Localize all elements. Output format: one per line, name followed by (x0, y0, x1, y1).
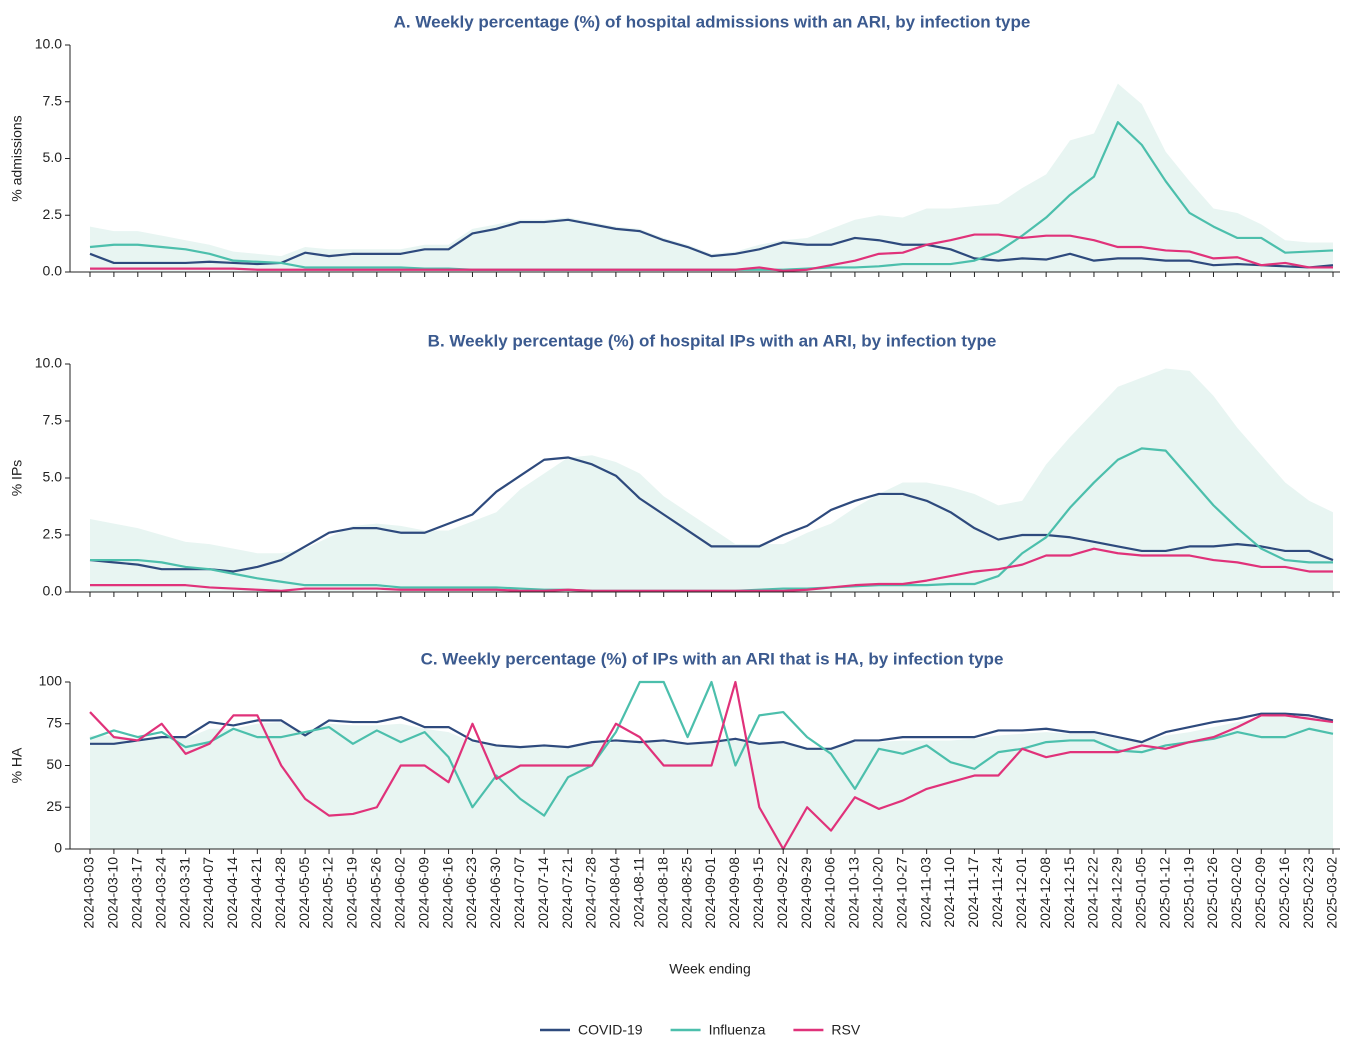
x-tick-label: 2024-08-25 (678, 857, 694, 929)
x-tick-label: 2024-10-20 (870, 857, 886, 929)
x-tick-label: 2024-11-24 (989, 857, 1005, 928)
y-tick-label: 10.0 (35, 36, 62, 52)
x-tick-label: 2024-05-12 (320, 857, 336, 929)
panel-title: C. Weekly percentage (%) of IPs with an … (421, 649, 1004, 668)
x-tick-label: 2024-07-28 (583, 857, 599, 929)
x-tick-label: 2024-11-17 (965, 857, 981, 928)
y-tick-label: 0.0 (43, 263, 63, 279)
panel-title: A. Weekly percentage (%) of hospital adm… (394, 12, 1031, 31)
y-tick-label: 5.0 (43, 469, 63, 485)
x-tick-label: 2024-10-13 (846, 857, 862, 929)
y-tick-label: 2.5 (43, 206, 63, 222)
x-tick-label: 2024-09-08 (726, 857, 742, 929)
series-line (89, 218, 1334, 269)
x-tick-label: 2025-01-05 (1132, 857, 1148, 929)
series-line (90, 547, 1333, 592)
x-tick-label: 2024-03-24 (152, 857, 168, 929)
area (90, 83, 1333, 272)
series-line (89, 456, 1334, 573)
y-tick-label: 0.0 (43, 583, 63, 599)
x-tick-label: 2024-11-10 (941, 857, 957, 928)
y-axis-title: % HA (9, 747, 25, 783)
x-tick-label: 2024-03-17 (129, 857, 145, 929)
x-tick-label: 2024-04-14 (224, 857, 240, 929)
x-tick-label: 2024-04-21 (248, 857, 264, 929)
legend-label: Influenza (709, 1022, 766, 1038)
x-tick-label: 2024-09-15 (750, 857, 766, 929)
x-tick-label: 2025-01-19 (1180, 857, 1196, 929)
y-tick-label: 75 (46, 714, 62, 730)
y-axis-title: % admissions (9, 115, 25, 201)
x-tick-label: 2024-03-10 (105, 857, 121, 929)
x-axis-title: Week ending (669, 961, 750, 977)
x-tick-label: 2024-09-22 (774, 857, 790, 929)
x-tick-label: 2024-04-07 (200, 857, 216, 929)
x-tick-label: 2024-05-26 (368, 857, 384, 929)
x-tick-label: 2024-06-23 (463, 857, 479, 929)
x-tick-label: 2024-04-28 (272, 857, 288, 929)
y-tick-label: 0 (54, 840, 62, 856)
y-tick-label: 50 (46, 756, 62, 772)
x-tick-label: 2024-08-04 (607, 857, 623, 929)
legend-label: RSV (831, 1022, 860, 1038)
y-tick-label: 100 (39, 673, 63, 689)
x-tick-label: 2024-07-21 (559, 857, 575, 929)
x-tick-label: 2024-12-01 (1013, 857, 1029, 929)
x-tick-label: 2024-05-19 (344, 857, 360, 929)
x-tick-label: 2024-10-27 (893, 857, 909, 929)
area (90, 715, 1333, 849)
x-tick-label: 2024-03-31 (176, 857, 192, 929)
x-tick-label: 2024-12-22 (1085, 857, 1101, 929)
y-tick-label: 2.5 (43, 526, 63, 542)
x-tick-label: 2025-02-16 (1276, 857, 1292, 929)
x-tick-label: 2025-01-26 (1204, 857, 1220, 929)
x-tick-label: 2024-09-01 (702, 857, 718, 929)
x-tick-label: 2024-07-07 (511, 857, 527, 929)
x-tick-label: 2024-11-03 (917, 857, 933, 928)
y-tick-label: 7.5 (43, 92, 63, 108)
panel-title: B. Weekly percentage (%) of hospital IPs… (428, 331, 997, 350)
y-tick-label: 5.0 (43, 149, 63, 165)
x-tick-label: 2025-03-02 (1324, 857, 1340, 929)
x-tick-label: 2024-06-09 (415, 857, 431, 929)
x-tick-label: 2024-10-06 (822, 857, 838, 929)
area (90, 368, 1333, 592)
y-tick-label: 25 (46, 798, 62, 814)
x-tick-label: 2025-02-09 (1252, 857, 1268, 929)
x-tick-label: 2024-08-18 (654, 857, 670, 929)
x-tick-label: 2024-03-03 (81, 857, 97, 929)
x-tick-label: 2025-01-12 (1156, 857, 1172, 929)
series-line (90, 233, 1333, 272)
x-tick-label: 2024-12-08 (1037, 857, 1053, 929)
y-axis-title: % IPs (9, 460, 25, 497)
series-line (89, 680, 1334, 851)
x-tick-label: 2024-08-11 (630, 857, 646, 928)
x-tick-label: 2024-07-14 (535, 857, 551, 929)
x-tick-label: 2024-05-05 (296, 857, 312, 929)
x-tick-label: 2025-02-02 (1228, 857, 1244, 929)
y-tick-label: 7.5 (43, 412, 63, 428)
x-tick-label: 2025-02-23 (1300, 857, 1316, 929)
x-tick-label: 2024-09-29 (798, 857, 814, 929)
series-line (90, 712, 1334, 750)
x-tick-label: 2024-06-30 (487, 857, 503, 929)
y-tick-label: 10.0 (35, 355, 62, 371)
x-tick-label: 2024-12-29 (1109, 857, 1125, 929)
x-tick-label: 2024-12-15 (1061, 857, 1077, 929)
x-tick-label: 2024-06-16 (439, 857, 455, 929)
legend-label: COVID-19 (578, 1022, 643, 1038)
x-tick-label: 2024-06-02 (391, 857, 407, 929)
